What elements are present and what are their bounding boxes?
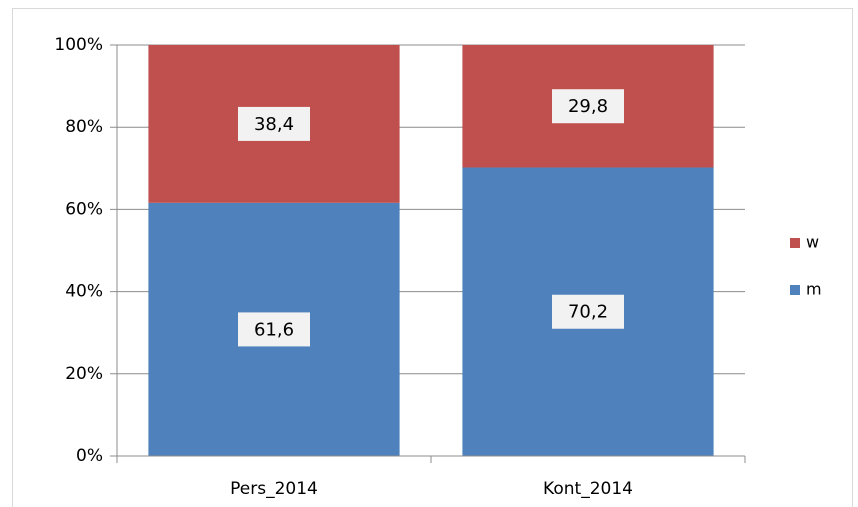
value-label: 38,4 [254,114,294,135]
y-tick-label: 100% [54,35,103,55]
value-label: 29,8 [568,96,608,117]
chart-border [12,8,853,507]
legend-label: w [806,233,819,252]
legend-swatch [790,238,800,248]
legend-label: m [806,280,822,299]
x-tick-label: Pers_2014 [230,479,318,499]
value-label-box [552,89,624,124]
y-tick-label: 40% [65,282,103,302]
y-tick-label: 80% [65,117,103,137]
x-tick-label: Kont_2014 [543,479,633,499]
y-tick-label: 0% [76,446,103,466]
value-label-box [238,312,310,347]
value-label-box [238,106,310,141]
value-label-box [552,294,624,329]
y-tick-label: 20% [65,364,103,384]
value-label: 70,2 [568,302,608,323]
y-tick-label: 60% [65,199,103,219]
value-label: 61,6 [254,319,294,340]
legend-swatch [790,285,800,295]
